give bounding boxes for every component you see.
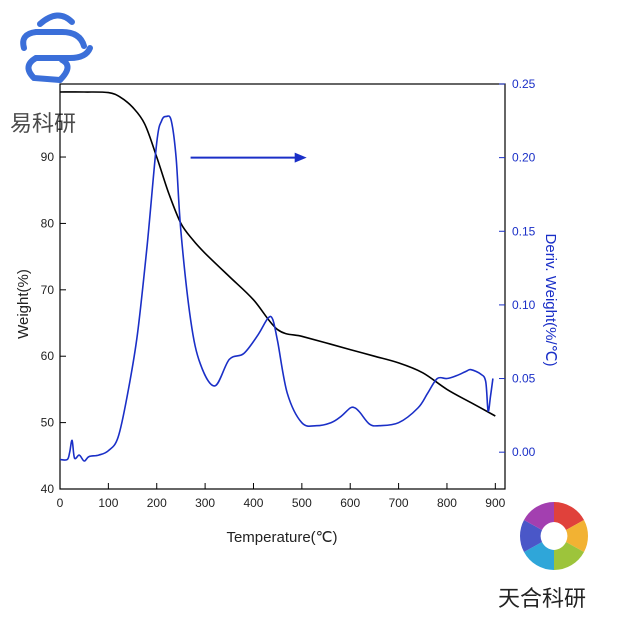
y-axis-right-label: Deriv. Weight(%/℃) — [542, 234, 559, 367]
watermark-logo-icon — [20, 12, 93, 83]
x-tick-label: 400 — [243, 496, 263, 510]
annotation-arrow-head — [294, 152, 307, 163]
x-tick-label: 500 — [292, 496, 312, 510]
y-right-tick-label: 0.20 — [512, 151, 536, 165]
x-tick-label: 600 — [340, 496, 360, 510]
plot-frame — [59, 83, 506, 490]
x-axis: 0 100 200 300 400 500 600 700 800 900 — [57, 483, 506, 510]
x-tick-label: 800 — [437, 496, 457, 510]
x-tick-label: 0 — [57, 496, 64, 510]
x-tick-label: 700 — [389, 496, 409, 510]
y-left-tick-label: 60 — [41, 349, 55, 363]
y-right-tick-label: 0.00 — [512, 445, 536, 459]
x-tick-label: 200 — [147, 496, 167, 510]
deriv-weight-line — [59, 115, 494, 462]
weight-line — [59, 91, 496, 417]
y-left-tick-label: 40 — [41, 482, 55, 496]
y-left-tick-label: 90 — [41, 150, 55, 164]
annotation-layer — [190, 152, 307, 163]
x-tick-label: 100 — [98, 496, 118, 510]
y-right-tick-label: 0.10 — [512, 298, 536, 312]
y-right-tick-label: 0.05 — [512, 372, 536, 386]
watermark-top-text: 易科研 — [10, 112, 76, 137]
y-axis-left: 40 50 60 70 80 90 — [41, 150, 66, 496]
y-right-tick-label: 0.25 — [512, 77, 536, 91]
series-layer — [59, 91, 496, 462]
watermark-bottom-text: 天合科研 — [498, 587, 586, 612]
y-axis-right: 0.00 0.05 0.10 0.15 0.20 0.25 — [499, 77, 536, 459]
y-left-tick-label: 70 — [41, 283, 55, 297]
y-left-tick-label: 50 — [41, 416, 55, 430]
x-tick-label: 900 — [485, 496, 505, 510]
y-axis-left-label: Weight(%) — [15, 269, 32, 339]
y-right-tick-label: 0.15 — [512, 224, 536, 238]
x-axis-label: Temperature(℃) — [226, 529, 337, 546]
x-tick-label: 300 — [195, 496, 215, 510]
watermark-color-wheel-icon — [520, 502, 588, 570]
y-left-tick-label: 80 — [41, 216, 55, 230]
